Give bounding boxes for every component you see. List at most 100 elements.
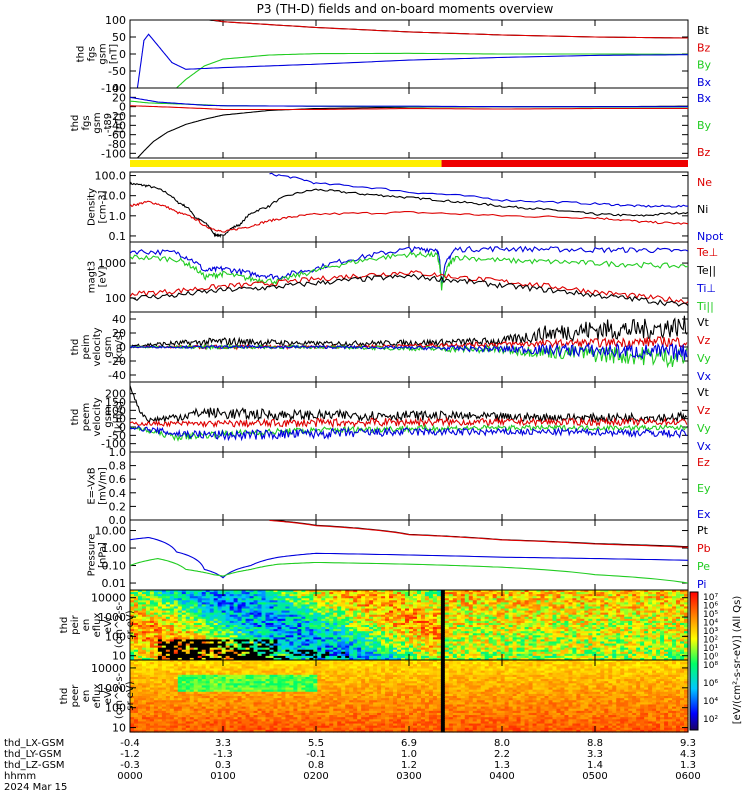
peir_spec-cell (405, 608, 410, 612)
peir_spec-cell (409, 598, 414, 601)
peir_spec-cell (353, 637, 358, 641)
peir_spec-cell (233, 647, 239, 651)
peir_spec-cell (249, 655, 255, 659)
peir_spec-cell (432, 592, 438, 595)
peir_spec-cell (444, 598, 450, 601)
peir_spec-cell (456, 647, 462, 651)
e_field-legend-Ez: Ez (697, 456, 710, 469)
peir_spec-cell (420, 600, 426, 603)
peir_spec-cell (161, 604, 167, 608)
peir_spec-cell (520, 647, 526, 651)
peir_spec-cell (616, 594, 621, 597)
peir_spec-cell (536, 594, 542, 597)
peir_spec-cell (464, 614, 470, 618)
peir_spec-cell (189, 620, 195, 624)
peir_spec-cell (464, 592, 470, 595)
peir_spec-cell (600, 596, 605, 599)
peir_spec-cell (648, 590, 653, 593)
peir_spec-cell (552, 625, 558, 628)
peir_spec-cell (345, 641, 350, 645)
peir_spec-cell (245, 637, 251, 641)
peir_spec-cell (353, 600, 358, 603)
peir_spec-cell (237, 592, 243, 595)
peir_spec-cell (237, 590, 243, 593)
peir_spec-cell (325, 627, 330, 630)
peir_spec-cell (516, 610, 522, 614)
peir_spec-cell (329, 639, 334, 643)
peir_spec-cell (448, 643, 454, 647)
peir_spec-cell (309, 610, 314, 614)
peir_spec-cell (608, 647, 613, 651)
peir_spec-cell (656, 610, 661, 614)
peir_spec-cell (141, 594, 147, 597)
peir_spec-cell (616, 629, 621, 632)
peir_spec-cell (528, 625, 534, 628)
peir_spec-cell (165, 606, 171, 610)
peir_spec-cell (448, 629, 454, 632)
peir_spec-cell (580, 635, 585, 638)
peir_spec-cell (345, 645, 350, 649)
peir_spec-cell (149, 620, 155, 624)
peir_spec-cell (536, 637, 542, 641)
peir_spec-cell (588, 625, 593, 628)
peir_spec-cell (464, 594, 470, 597)
peir_spec-cell (181, 635, 187, 638)
peir_spec-cell (444, 641, 450, 645)
peir_spec-cell (436, 651, 442, 655)
peir_spec-cell (672, 622, 677, 626)
peir_spec-cell (452, 608, 458, 612)
peir_spec-cell (508, 631, 514, 634)
peir_spec-cell (365, 608, 370, 612)
peir_spec-cell (484, 602, 490, 606)
peir_spec-cell (361, 596, 366, 599)
peir_spec-cell (524, 645, 530, 649)
peir_spec-cell (544, 616, 550, 620)
peir_spec-cell (277, 602, 283, 606)
peir_spec-cell (440, 590, 446, 593)
peir_spec-cell (500, 625, 506, 628)
peir_spec-cell (313, 602, 318, 606)
peir_spec-cell (301, 602, 306, 606)
peir_spec-cell (548, 645, 554, 649)
peir_spec-cell (644, 639, 649, 643)
peir_spec-cell (576, 647, 581, 651)
peir_spec-cell (273, 602, 279, 606)
peir_spec-cell (341, 614, 346, 618)
peir_spec-cell (317, 633, 322, 636)
peir_spec-cell (349, 596, 354, 599)
peim_velocity-legend-Vz: Vz (697, 334, 711, 347)
peir_spec-cell (672, 608, 677, 612)
peir_spec-cell (201, 629, 207, 632)
peir_spec-cell (173, 651, 179, 655)
peir_spec-cell (381, 610, 386, 614)
peir_spec-cell (373, 594, 378, 597)
peir_spec-cell (576, 651, 581, 655)
peir_spec-cell (456, 606, 462, 610)
peir_spec-cell (468, 612, 474, 616)
peir_spec-cell (620, 610, 625, 614)
peir_spec-cell (221, 606, 227, 610)
peir_spec-cell (560, 645, 566, 649)
peir_spec-cell (221, 622, 227, 626)
peir_spec-cell (257, 610, 263, 614)
peir_spec-cell (197, 643, 203, 647)
peir_spec-cell (632, 590, 637, 593)
peir_spec-cell (161, 598, 167, 601)
peir_spec-cell (548, 604, 554, 608)
peir_spec-cell (428, 655, 434, 659)
peir_spec-cell (285, 647, 291, 651)
peir_spec-cell (153, 633, 159, 636)
peir_spec-cell (472, 608, 478, 612)
peir_spec-cell (130, 645, 135, 649)
peir_spec-cell (648, 610, 653, 614)
peir_spec-cell (293, 618, 298, 622)
peir_spec-cell (145, 641, 151, 645)
peir_spec-cell (329, 631, 334, 634)
peir_spec-cell (329, 645, 334, 649)
peir_spec-cell (265, 606, 271, 610)
peir_spec-cell (337, 629, 342, 632)
density-series-black (130, 181, 688, 238)
peir_spec-cell (357, 649, 362, 653)
peir_spec-cell (540, 653, 546, 657)
peir_spec-cell (237, 629, 243, 632)
